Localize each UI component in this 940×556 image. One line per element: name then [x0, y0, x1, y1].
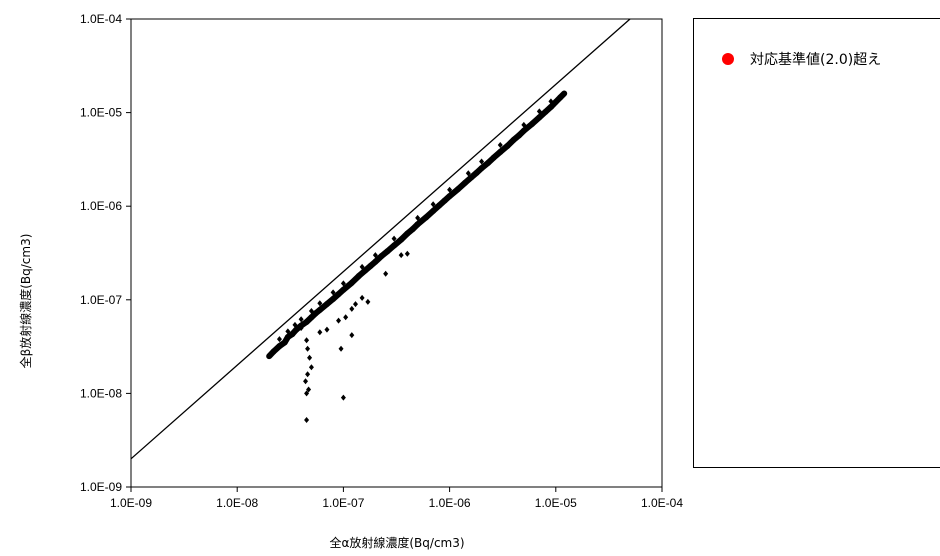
data-point — [465, 170, 471, 177]
y-tick-label: 1.0E-09 — [80, 480, 122, 494]
data-point — [398, 252, 404, 259]
points-layer — [266, 90, 568, 423]
data-point — [430, 201, 436, 208]
legend-label: 対応基準値(2.0)超え — [750, 52, 882, 68]
x-tick-label: 1.0E-09 — [110, 496, 152, 510]
data-point — [349, 305, 355, 312]
data-point — [340, 394, 346, 401]
data-point — [415, 214, 421, 221]
data-point — [447, 186, 453, 193]
data-point — [298, 316, 304, 323]
data-point — [404, 250, 410, 257]
data-point — [359, 294, 365, 301]
data-point-band — [557, 90, 568, 101]
data-point — [317, 329, 323, 336]
data-point — [305, 345, 311, 352]
data-point — [304, 337, 310, 344]
x-tick-label: 1.0E-07 — [322, 496, 364, 510]
legend-item: 対応基準値(2.0)超え — [722, 49, 881, 69]
data-point — [479, 158, 485, 165]
data-point — [349, 332, 355, 339]
data-point — [497, 142, 503, 149]
y-axis-title: 全β放射線濃度(Bq/cm3) — [18, 234, 33, 369]
axes-layer: 1.0E-09 1.0E-08 1.0E-07 1.0E-06 1.0E-05 1.0E-… — [80, 12, 683, 510]
y-tick-label: 1.0E-05 — [80, 106, 122, 120]
y-tick-label: 1.0E-06 — [80, 199, 122, 213]
x-tick-label: 1.0E-04 — [641, 496, 683, 510]
data-point — [306, 386, 312, 393]
legend-box: 対応基準値(2.0)超え — [693, 18, 940, 468]
data-point — [340, 280, 346, 287]
reference-line-layer — [130, 18, 631, 460]
y-tick-label: 1.0E-04 — [80, 12, 122, 26]
reference-line-ratio-2 — [130, 18, 631, 460]
x-tick-label: 1.0E-06 — [429, 496, 471, 510]
data-point — [383, 270, 389, 277]
x-tick-label: 1.0E-08 — [216, 496, 258, 510]
data-point — [307, 354, 313, 361]
data-point — [336, 317, 342, 324]
plot-area-frame — [130, 18, 663, 488]
y-tick-label: 1.0E-07 — [80, 293, 122, 307]
data-point — [391, 235, 397, 242]
data-point — [317, 300, 323, 307]
data-point — [343, 314, 349, 321]
data-point — [308, 364, 314, 371]
x-tick-label: 1.0E-05 — [535, 496, 577, 510]
data-point — [338, 345, 344, 352]
data-point — [304, 416, 310, 423]
data-point — [353, 301, 359, 308]
data-point — [276, 336, 282, 343]
data-point — [324, 326, 330, 333]
y-tick-label: 1.0E-08 — [80, 386, 122, 400]
x-axis-title: 全α放射線濃度(Bq/cm3) — [329, 535, 464, 550]
data-point — [303, 378, 309, 385]
data-point — [304, 390, 310, 397]
data-point — [305, 371, 311, 378]
data-point — [365, 298, 371, 305]
legend-marker-red-dot — [722, 53, 734, 65]
